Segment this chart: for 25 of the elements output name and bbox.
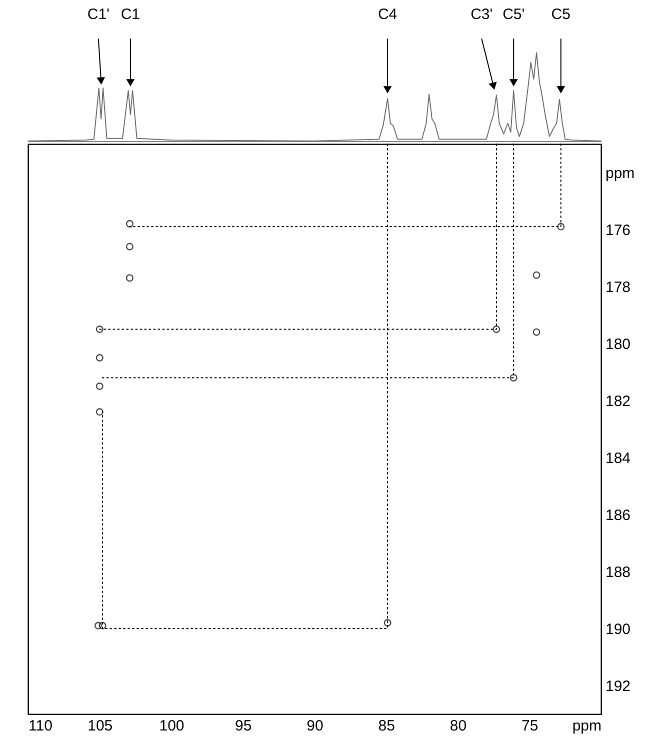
y-tick-label: 184 [606, 450, 631, 467]
y-tick-label: 186 [606, 507, 631, 524]
y-tick-label: 190 [606, 621, 631, 638]
annotation: C3' [470, 6, 493, 23]
annotation: C4 [378, 6, 398, 23]
x-tick-label: 90 [306, 718, 324, 734]
x-tick-label: 100 [159, 718, 184, 734]
y-tick-label: 182 [606, 393, 631, 410]
y-tick-label: 178 [606, 279, 631, 296]
x-tick-label: 110 [28, 718, 52, 734]
y-tick-label: 180 [606, 336, 631, 353]
x-tick-label: 95 [235, 718, 252, 734]
x-tick-label: 85 [378, 718, 395, 734]
annotation: C5 [551, 6, 570, 23]
x-tick-label: 80 [450, 718, 467, 734]
x-tick-label: 75 [522, 718, 538, 734]
y-tick-label: 192 [606, 678, 631, 695]
y-tick-label: 176 [606, 222, 631, 239]
annotation: C1 [120, 6, 140, 23]
x-tick-label: ppm [572, 718, 602, 734]
annotation: C1' [87, 6, 110, 23]
y-tick-label: ppm [606, 165, 635, 182]
annotation: C5' [502, 6, 525, 23]
x-tick-label: 105 [88, 718, 113, 734]
y-tick-label: 188 [606, 564, 631, 581]
